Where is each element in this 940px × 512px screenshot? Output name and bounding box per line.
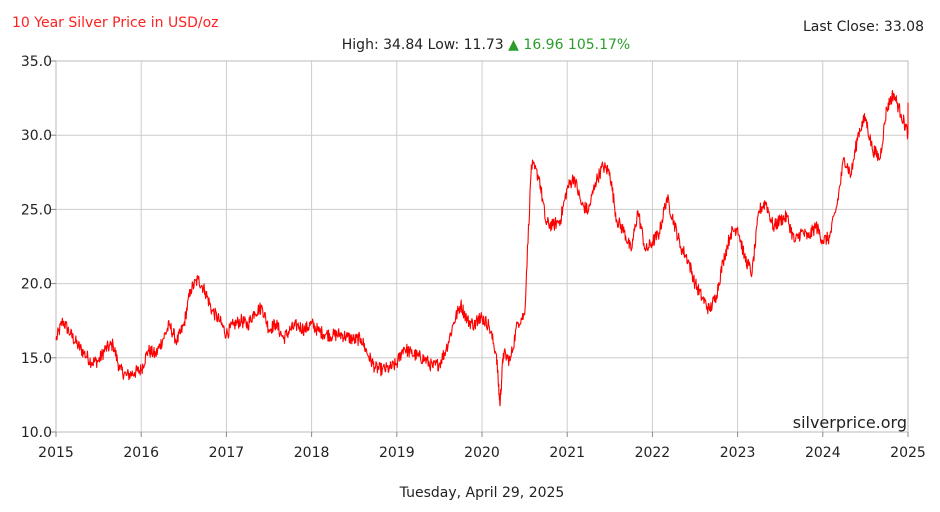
price-line — [55, 89, 909, 407]
last-close-label: Last Close: 33.08 — [803, 19, 924, 35]
date-caption: Tuesday, April 29, 2025 — [399, 485, 565, 501]
x-tick-label: 2024 — [805, 445, 841, 461]
y-tick-label: 10.0 — [21, 425, 52, 441]
low-stat: Low: 11.73 — [428, 37, 504, 53]
chart-title: 10 Year Silver Price in USD/oz — [12, 15, 219, 31]
grid-lines — [55, 60, 909, 433]
watermark: silverprice.org — [793, 413, 907, 432]
x-tick-label: 2016 — [123, 445, 159, 461]
y-tick-label: 30.0 — [21, 128, 52, 144]
x-tick-label: 2017 — [209, 445, 245, 461]
y-axis-ticks: 10.0 15.0 20.0 25.0 30.0 35.0 — [21, 54, 56, 441]
y-tick-label: 35.0 — [21, 54, 52, 70]
change-up-icon: ▲ — [508, 37, 519, 53]
series-group — [55, 89, 909, 407]
y-tick-label: 20.0 — [21, 277, 52, 293]
y-tick-label: 25.0 — [21, 202, 52, 218]
y-tick-label: 15.0 — [21, 351, 52, 367]
change-stat: 16.96 105.17% — [523, 37, 630, 53]
x-tick-label: 2021 — [549, 445, 585, 461]
x-tick-label: 2022 — [635, 445, 671, 461]
high-stat: High: 34.84 — [342, 37, 424, 53]
x-tick-label: 2025 — [890, 445, 926, 461]
x-tick-label: 2023 — [720, 445, 756, 461]
x-tick-label: 2020 — [464, 445, 500, 461]
x-axis-ticks: 2015 2016 2017 2018 2019 2020 2021 2022 2023 2024… — [38, 432, 926, 461]
x-tick-label: 2018 — [294, 445, 330, 461]
price-stats: High: 34.84 Low: 11.73 ▲ 16.96 105.17% — [342, 37, 630, 53]
x-tick-label: 2015 — [38, 445, 74, 461]
x-tick-label: 2019 — [379, 445, 415, 461]
